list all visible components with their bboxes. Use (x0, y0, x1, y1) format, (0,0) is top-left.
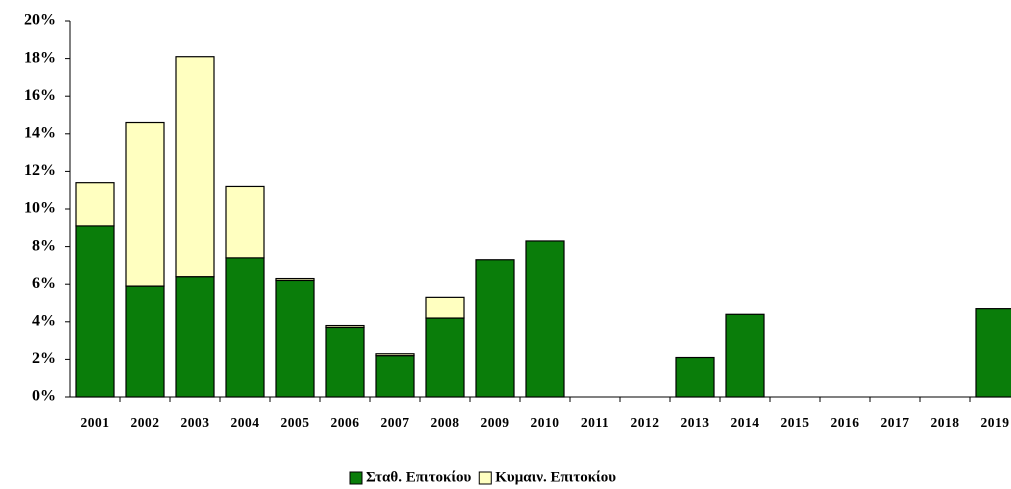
y-tick-label: 20% (24, 12, 56, 29)
bar-segment (175, 276, 215, 398)
legend-swatch (478, 471, 492, 485)
bar-segment (375, 353, 415, 357)
y-tick-label: 4% (32, 312, 56, 329)
bar-segment (125, 285, 165, 398)
bar-segment (75, 225, 115, 398)
x-tick-label: 2018 (931, 415, 960, 430)
x-tick-label: 2016 (831, 415, 860, 430)
x-tick-label: 2008 (431, 415, 460, 430)
x-tick-label: 2003 (181, 415, 210, 430)
bar-segment (275, 277, 315, 282)
x-tick-label: 2006 (331, 415, 360, 430)
bar-segment (475, 259, 515, 398)
legend-label: Κυμαιν. Επιτοκίου (495, 469, 616, 485)
bar-segment (425, 296, 465, 319)
bar-segment (325, 324, 365, 329)
y-tick-label: 8% (32, 237, 56, 254)
x-tick-label: 2013 (681, 415, 710, 430)
bar-segment (525, 240, 565, 398)
bar-segment (275, 279, 315, 398)
bar-segment (125, 121, 165, 287)
y-tick-label: 2% (32, 350, 56, 367)
bar-segment (325, 326, 365, 398)
x-tick-label: 2004 (231, 415, 260, 430)
x-tick-label: 2001 (81, 415, 110, 430)
x-tick-label: 2011 (581, 415, 609, 430)
x-tick-label: 2014 (731, 415, 760, 430)
y-tick-label: 12% (24, 162, 56, 179)
bar-segment (175, 56, 215, 278)
bar-segment (75, 182, 115, 227)
legend-label: Σταθ. Επιτοκίου (366, 469, 471, 485)
bar-segment (375, 355, 415, 398)
y-tick-label: 14% (24, 124, 56, 141)
bar-segment (725, 313, 765, 398)
x-tick-label: 2015 (781, 415, 810, 430)
y-tick-label: 6% (32, 275, 56, 292)
legend-swatch (349, 471, 363, 485)
x-tick-label: 2019 (981, 415, 1010, 430)
y-tick-label: 16% (24, 87, 56, 104)
bar-segment (975, 308, 1011, 398)
y-tick-label: 0% (32, 388, 56, 405)
x-tick-label: 2010 (531, 415, 560, 430)
y-tick-label: 10% (24, 200, 56, 217)
x-tick-label: 2005 (281, 415, 310, 430)
bar-segment (425, 317, 465, 398)
bar-segment (675, 356, 715, 398)
x-tick-label: 2009 (481, 415, 510, 430)
y-tick-label: 18% (24, 49, 56, 66)
x-tick-label: 2007 (381, 415, 410, 430)
x-tick-label: 2002 (131, 415, 160, 430)
bar-segment (225, 185, 265, 259)
x-tick-label: 2017 (881, 415, 910, 430)
x-tick-label: 2012 (631, 415, 660, 430)
bar-segment (225, 257, 265, 398)
